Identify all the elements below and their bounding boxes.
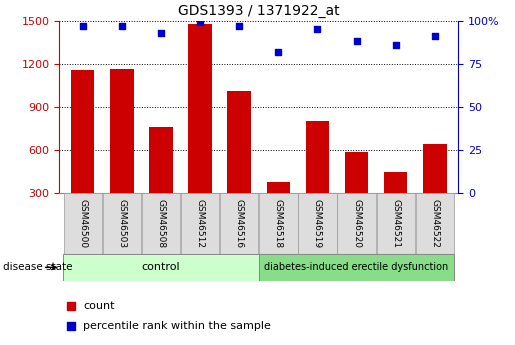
Bar [149,127,173,193]
Text: GSM46522: GSM46522 [431,199,439,248]
Bar [423,144,447,193]
Point [118,23,126,29]
Text: percentile rank within the sample: percentile rank within the sample [83,321,271,331]
Bar [71,70,94,193]
Text: GSM46519: GSM46519 [313,199,322,248]
Text: GSM46503: GSM46503 [117,199,126,248]
Text: control: control [142,263,180,272]
Text: GSM46518: GSM46518 [274,199,283,248]
Bar [102,193,141,254]
Bar [306,121,329,193]
Text: GSM46521: GSM46521 [391,199,400,248]
Bar [63,193,102,254]
Bar [259,193,298,254]
Bar [181,193,219,254]
Point [313,27,321,32]
Text: GSM46508: GSM46508 [157,199,165,248]
Bar [298,193,337,254]
Point [196,20,204,25]
Point [352,39,360,44]
Text: GSM46512: GSM46512 [196,199,204,248]
Point [79,23,87,29]
Title: GDS1393 / 1371922_at: GDS1393 / 1371922_at [178,4,339,18]
Bar [142,193,180,254]
Text: diabetes-induced erectile dysfunction: diabetes-induced erectile dysfunction [265,263,449,272]
Text: GSM46516: GSM46516 [235,199,244,248]
Point [391,42,400,48]
Text: disease state: disease state [3,263,72,272]
Point [274,49,282,55]
Bar [63,254,259,281]
Bar [259,254,454,281]
Bar [267,182,290,193]
Text: GSM46520: GSM46520 [352,199,361,248]
Text: GSM46500: GSM46500 [78,199,87,248]
Bar [220,193,259,254]
Bar [376,193,415,254]
Bar [345,151,368,193]
Bar [228,91,251,193]
Point [431,33,439,39]
Bar [416,193,454,254]
Bar [188,23,212,193]
Bar [384,171,407,193]
Bar [337,193,376,254]
Point [67,323,75,328]
Point [157,30,165,36]
Text: count: count [83,301,115,311]
Point [67,303,75,308]
Bar [110,69,133,193]
Point [235,23,244,29]
